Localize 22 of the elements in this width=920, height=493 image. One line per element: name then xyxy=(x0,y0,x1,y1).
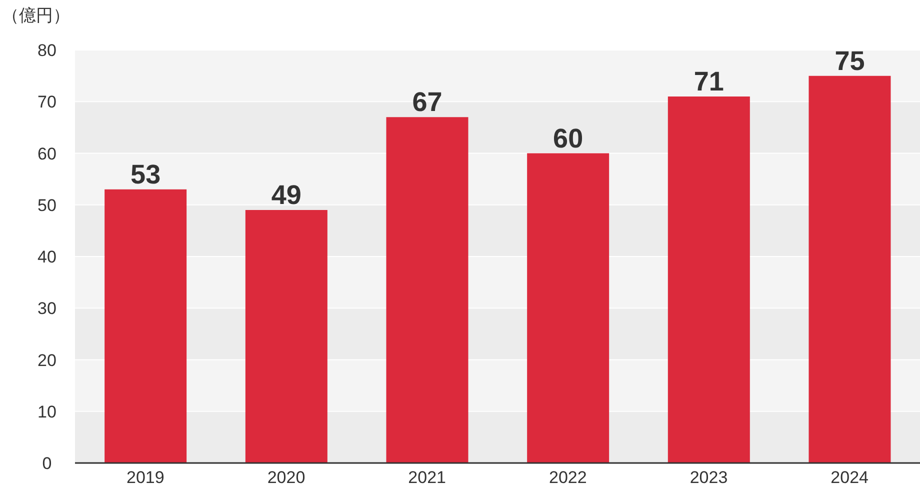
y-tick-label: 10 xyxy=(38,402,56,422)
x-tick-label: 2022 xyxy=(549,468,587,488)
data-label: 67 xyxy=(412,87,442,118)
x-tick-label: 2024 xyxy=(830,468,868,488)
data-label: 49 xyxy=(271,180,302,210)
data-label: 60 xyxy=(553,123,584,154)
y-tick-label: 70 xyxy=(38,92,56,112)
y-tick-label: 50 xyxy=(38,196,56,215)
y-tick-label: 80 xyxy=(38,41,56,60)
y-tick-label: 0 xyxy=(42,454,52,474)
data-label: 71 xyxy=(694,66,724,96)
x-tick-label: 2020 xyxy=(267,468,306,488)
x-tick-label: 2019 xyxy=(126,468,164,488)
y-axis-title: （億円） xyxy=(2,5,70,27)
x-tick-label: 2021 xyxy=(408,468,446,488)
y-tick-label: 60 xyxy=(38,144,56,164)
x-tick-label: 2023 xyxy=(690,468,728,488)
y-tick-label: 20 xyxy=(38,350,56,370)
y-tick-label: 30 xyxy=(38,299,56,318)
data-label: 75 xyxy=(834,46,865,76)
data-label: 53 xyxy=(130,159,161,190)
y-tick-label: 40 xyxy=(38,248,56,267)
